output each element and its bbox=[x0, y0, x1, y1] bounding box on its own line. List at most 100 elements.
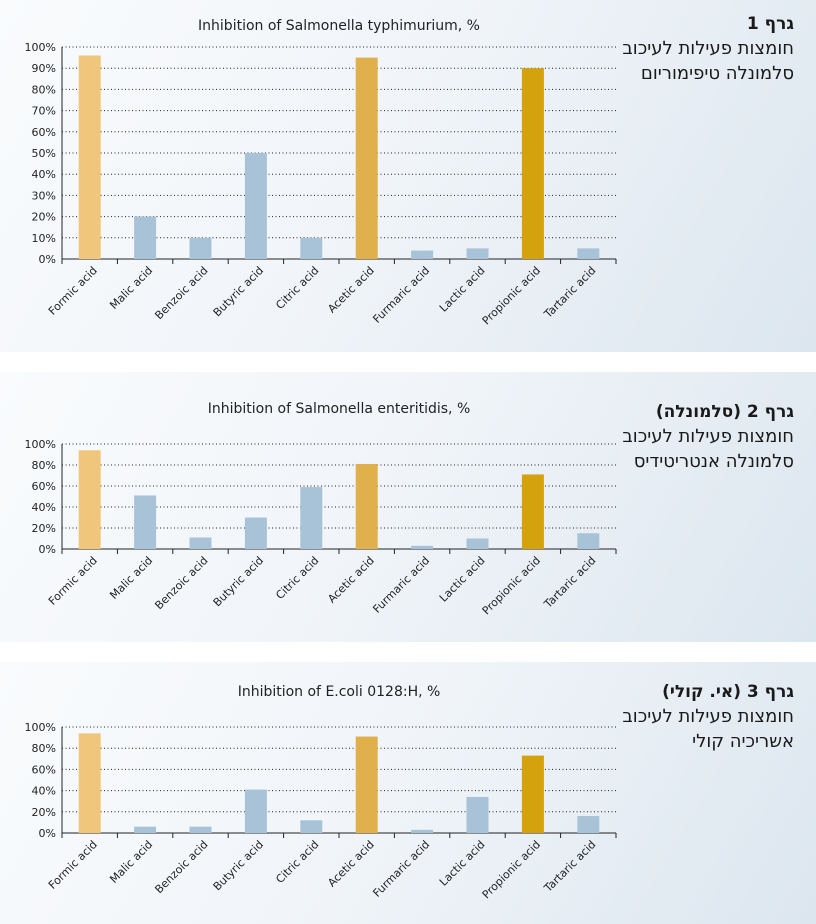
category-label: Tartaric acid bbox=[541, 554, 598, 611]
chart-panel-3: Inhibition of E.coli 0128:H, % 0% 20% 40% 60… bbox=[0, 662, 816, 924]
chart-panel-2: Inhibition of Salmonella enteritidis, % 0… bbox=[0, 372, 816, 642]
category-label: Acetic acid bbox=[325, 264, 377, 316]
bar-chart-2: Inhibition of Salmonella enteritidis, % 0… bbox=[25, 401, 617, 617]
y-tick-label: 40% bbox=[32, 785, 56, 798]
bar bbox=[355, 736, 378, 833]
y-tick-label: 90% bbox=[32, 62, 56, 75]
y-tick-label: 20% bbox=[32, 211, 56, 224]
bar bbox=[134, 216, 157, 259]
category-label: Formic acid bbox=[46, 264, 100, 318]
bar bbox=[189, 537, 212, 549]
y-tick-label: 60% bbox=[32, 763, 56, 776]
y-tick-label: 70% bbox=[32, 105, 56, 118]
y-tick-label: 20% bbox=[32, 806, 56, 819]
y-tick-label: 80% bbox=[32, 83, 56, 96]
bar bbox=[411, 829, 434, 833]
bar bbox=[134, 826, 157, 833]
y-tick-label: 50% bbox=[32, 147, 56, 160]
y-tick-label: 40% bbox=[32, 501, 56, 514]
y-tick-label: 100% bbox=[25, 438, 56, 451]
category-label: Furmaric acid bbox=[370, 554, 432, 616]
chart-description-3: חומצות פעילות לעיכוב אשריכיה קולי bbox=[622, 706, 794, 752]
y-tick-label: 20% bbox=[32, 522, 56, 535]
category-label: Malic acid bbox=[107, 838, 155, 886]
bar-chart-1: Inhibition of Salmonella typhimurium, % 0… bbox=[25, 18, 617, 327]
bar bbox=[355, 57, 378, 259]
category-label: Citric acid bbox=[273, 838, 321, 886]
category-label: Lactic acid bbox=[437, 554, 488, 605]
bar bbox=[134, 495, 157, 549]
y-tick-label: 30% bbox=[32, 189, 56, 202]
category-label: Lactic acid bbox=[437, 264, 488, 315]
bar bbox=[466, 796, 489, 833]
bar bbox=[466, 538, 489, 549]
category-label: Citric acid bbox=[273, 554, 321, 602]
category-label: Lactic acid bbox=[437, 838, 488, 889]
category-label: Citric acid bbox=[273, 264, 321, 312]
bar bbox=[466, 248, 489, 259]
category-label: Benzoic acid bbox=[152, 554, 210, 612]
category-label: Propionic acid bbox=[480, 554, 543, 617]
chart-description-2: חומצות פעילות לעיכוב סלמונלה אנטריטידיס bbox=[622, 426, 794, 472]
chart-title: Inhibition of E.coli 0128:H, % bbox=[238, 684, 441, 700]
category-label: Formic acid bbox=[46, 554, 100, 608]
bar bbox=[521, 68, 544, 259]
bar bbox=[78, 450, 101, 549]
y-tick-label: 60% bbox=[32, 480, 56, 493]
bar bbox=[300, 820, 323, 833]
category-label: Butyric acid bbox=[211, 554, 266, 609]
bar bbox=[244, 789, 267, 833]
bar bbox=[577, 816, 600, 833]
y-tick-label: 0% bbox=[39, 827, 56, 840]
category-label: Furmaric acid bbox=[370, 264, 432, 326]
bar-chart-3: Inhibition of E.coli 0128:H, % 0% 20% 40% 60… bbox=[25, 684, 617, 901]
chart-caption-3: גרף 3 (אי. קולי) חומצות פעילות לעיכוב אש… bbox=[594, 680, 794, 754]
category-label: Benzoic acid bbox=[152, 838, 210, 896]
category-label: Butyric acid bbox=[211, 264, 266, 319]
chart-heading-1: גרף 1 bbox=[746, 14, 794, 34]
category-label: Propionic acid bbox=[480, 264, 543, 327]
category-label: Benzoic acid bbox=[152, 264, 210, 322]
y-tick-label: 0% bbox=[39, 253, 56, 266]
bar bbox=[355, 463, 378, 549]
bar bbox=[521, 755, 544, 833]
bar bbox=[244, 153, 267, 259]
category-label: Formic acid bbox=[46, 838, 100, 892]
y-tick-label: 100% bbox=[25, 721, 56, 734]
chart-caption-2: גרף 2 (סלמונלה) חומצות פעילות לעיכוב סלמ… bbox=[594, 400, 794, 474]
bar bbox=[244, 517, 267, 549]
chart-caption-1: גרף 1 חומצות פעילות לעיכוב סלמונלה טיפימ… bbox=[594, 12, 794, 86]
category-label: Tartaric acid bbox=[541, 838, 598, 895]
chart-description-1: חומצות פעילות לעיכוב סלמונלה טיפימוריום bbox=[622, 38, 794, 84]
bar bbox=[411, 545, 434, 549]
category-label: Malic acid bbox=[107, 264, 155, 312]
category-label: Acetic acid bbox=[325, 838, 377, 890]
bar bbox=[521, 474, 544, 549]
bar bbox=[78, 55, 101, 260]
category-label: Propionic acid bbox=[480, 838, 543, 901]
chart-heading-2: גרף 2 (סלמונלה) bbox=[655, 402, 794, 422]
bar bbox=[411, 250, 434, 259]
y-tick-label: 80% bbox=[32, 459, 56, 472]
bar bbox=[78, 733, 101, 833]
category-label: Tartaric acid bbox=[541, 264, 598, 321]
chart-title: Inhibition of Salmonella enteritidis, % bbox=[208, 401, 471, 417]
bar bbox=[300, 237, 323, 259]
bar bbox=[577, 533, 600, 549]
chart-panel-1: Inhibition of Salmonella typhimurium, % 0… bbox=[0, 0, 816, 352]
y-tick-label: 60% bbox=[32, 126, 56, 139]
bar bbox=[577, 248, 600, 259]
category-label: Butyric acid bbox=[211, 838, 266, 893]
y-tick-label: 80% bbox=[32, 742, 56, 755]
category-label: Furmaric acid bbox=[370, 838, 432, 900]
bar bbox=[300, 487, 323, 549]
y-tick-label: 40% bbox=[32, 168, 56, 181]
y-tick-label: 0% bbox=[39, 543, 56, 556]
category-label: Malic acid bbox=[107, 554, 155, 602]
chart-heading-3: גרף 3 (אי. קולי) bbox=[662, 682, 794, 702]
chart-title: Inhibition of Salmonella typhimurium, % bbox=[198, 18, 480, 34]
category-label: Acetic acid bbox=[325, 554, 377, 606]
bar bbox=[189, 826, 212, 833]
bar bbox=[189, 237, 212, 259]
y-tick-label: 10% bbox=[32, 232, 56, 245]
